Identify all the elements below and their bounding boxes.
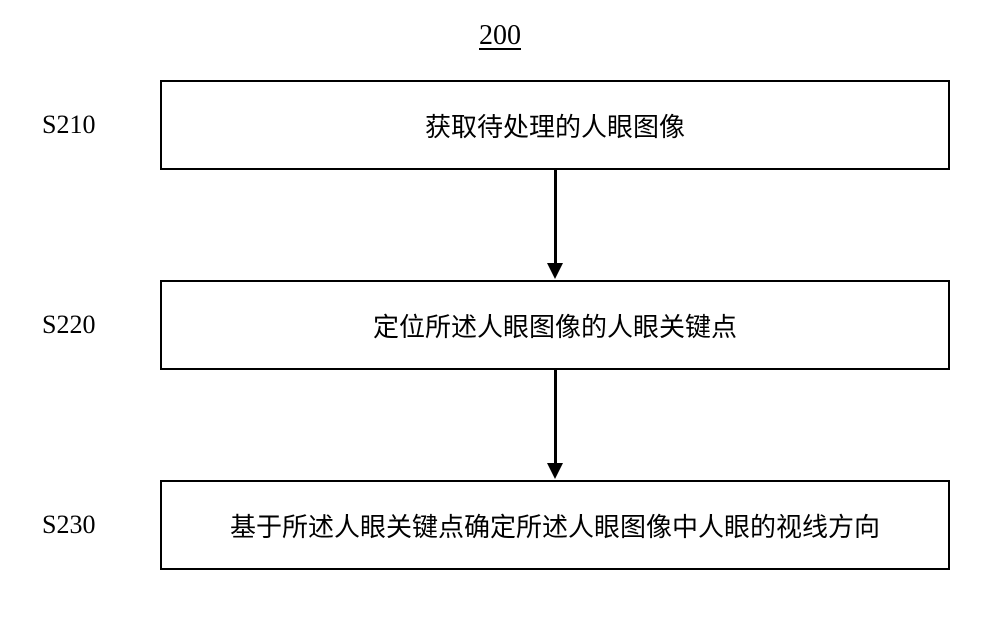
step-box-s220: 定位所述人眼图像的人眼关键点 (160, 280, 950, 370)
arrow-head-2 (547, 463, 563, 479)
step-text-s230: 基于所述人眼关键点确定所述人眼图像中人眼的视线方向 (230, 507, 880, 544)
step-label-s220: S220 (42, 310, 95, 340)
step-box-s230: 基于所述人眼关键点确定所述人眼图像中人眼的视线方向 (160, 480, 950, 570)
arrow-line-2 (554, 370, 557, 465)
step-text-s210: 获取待处理的人眼图像 (425, 107, 685, 144)
step-label-s230: S230 (42, 510, 95, 540)
arrow-head-1 (547, 263, 563, 279)
step-text-s220: 定位所述人眼图像的人眼关键点 (373, 307, 737, 344)
step-label-s210: S210 (42, 110, 95, 140)
arrow-line-1 (554, 170, 557, 265)
diagram-title: 200 (479, 20, 521, 52)
step-box-s210: 获取待处理的人眼图像 (160, 80, 950, 170)
